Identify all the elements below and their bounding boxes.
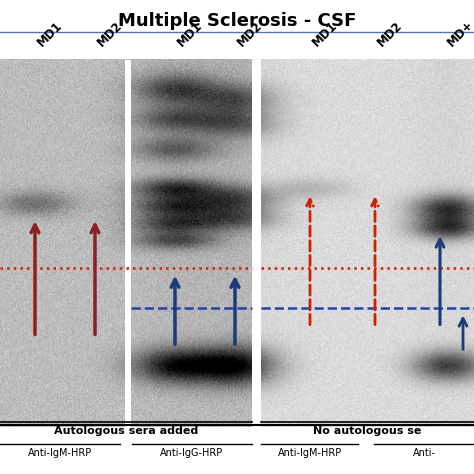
Text: MD2: MD2 [235, 19, 265, 49]
Text: Anti-IgM-HRP: Anti-IgM-HRP [278, 448, 342, 458]
Text: MD1: MD1 [175, 19, 205, 49]
Bar [252, 60, 261, 427]
Text: MD1: MD1 [35, 19, 65, 49]
Text: Multiple Sclerosis - CSF: Multiple Sclerosis - CSF [118, 12, 356, 30]
Bar [125, 60, 131, 427]
Text: MD1: MD1 [310, 19, 340, 49]
Text: Anti-: Anti- [412, 448, 436, 458]
Text: No autologous se: No autologous se [313, 427, 421, 437]
Text: MD+: MD+ [445, 18, 474, 49]
Text: Autologous sera added: Autologous sera added [54, 427, 198, 437]
Text: MD2: MD2 [95, 19, 125, 49]
Text: Anti-IgG-HRP: Anti-IgG-HRP [160, 448, 224, 458]
Text: MD2: MD2 [375, 19, 405, 49]
Text: Anti-IgM-HRP: Anti-IgM-HRP [28, 448, 92, 458]
